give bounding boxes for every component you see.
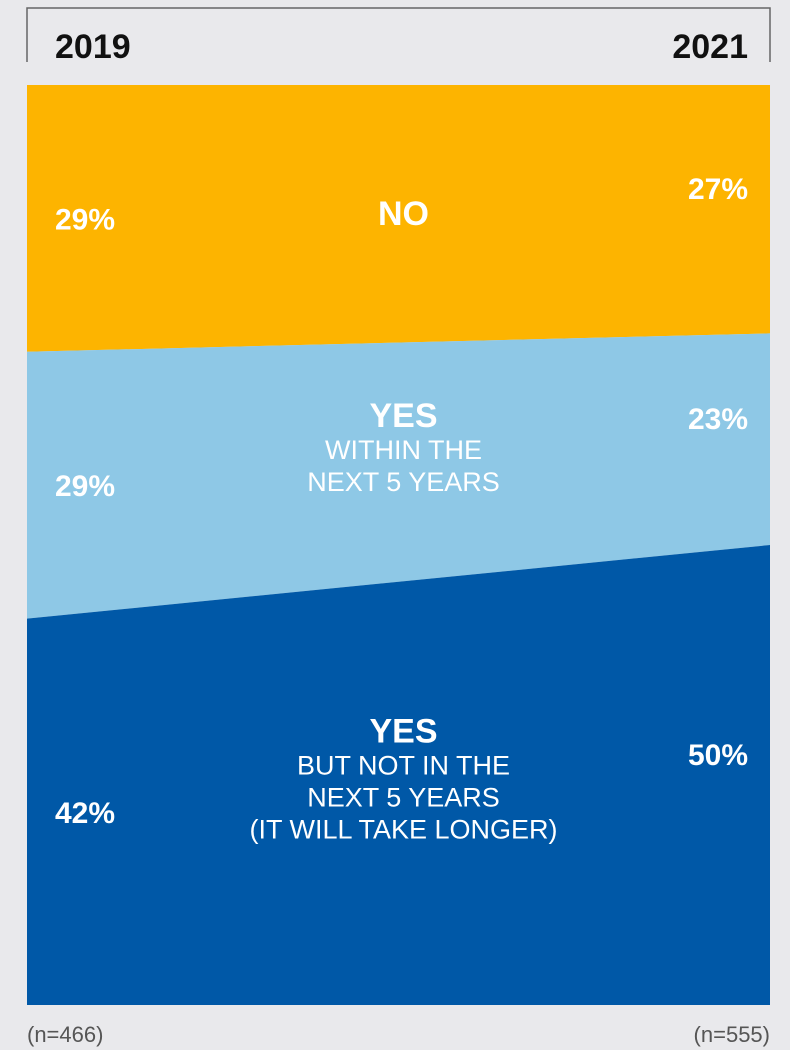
series-sublabel-2-1: BUT NOT IN THE [297,750,510,780]
year-label-end: 2021 [672,28,748,66]
value-label-1-end: 23% [688,403,748,436]
year-label-start: 2019 [55,28,131,66]
header-bracket [26,7,771,62]
sample-size-start: (n=466) [27,1022,103,1047]
value-label-1-start: 29% [55,470,115,503]
series-sublabel-2-2: NEXT 5 YEARS [307,782,500,812]
area-band-0 [27,85,770,352]
value-label-0-end: 27% [688,173,748,206]
area-band-1 [27,333,770,619]
value-label-0-start: 29% [55,203,115,236]
series-sublabel-1-1: WITHIN THE [325,435,482,465]
series-label-2: YES [369,712,437,750]
series-sublabel-2-3: (IT WILL TAKE LONGER) [249,814,557,844]
value-label-2-end: 50% [688,739,748,772]
series-sublabel-1-2: NEXT 5 YEARS [307,467,500,497]
area-band-2 [27,545,770,1005]
value-label-2-start: 42% [55,797,115,830]
sample-size-end: (n=555) [694,1022,770,1047]
series-label-0: NO [378,195,429,233]
series-label-1: YES [369,397,437,435]
